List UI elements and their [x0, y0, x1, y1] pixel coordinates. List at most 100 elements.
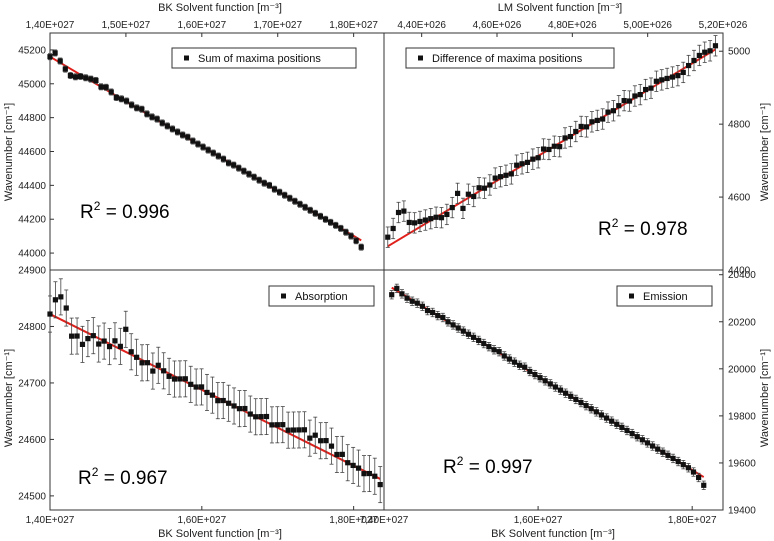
y-tick-label: 44400: [18, 181, 46, 192]
data-point: [266, 182, 272, 188]
r-squared-label: R2 = 0.996: [80, 199, 170, 223]
bottom-left-axis-title: BK Solvent function [m⁻³]: [158, 528, 282, 540]
data-point: [546, 146, 552, 153]
data-point: [605, 109, 611, 115]
data-point: [643, 86, 649, 93]
right-bottom-y-axis-title: Wavenumber [cm⁻¹]: [759, 349, 771, 447]
data-point: [644, 440, 651, 446]
data-point: [660, 449, 666, 455]
legend-box: [405, 47, 615, 69]
data-point: [609, 418, 615, 424]
data-point: [616, 103, 622, 109]
data-point: [522, 364, 528, 370]
data-point: [253, 414, 259, 420]
data-point: [372, 473, 378, 479]
r-squared-label: R2 = 0.997: [443, 454, 533, 478]
data-point: [573, 396, 579, 403]
data-point: [707, 48, 713, 54]
left-bottom-y-axis-title: Wavenumber [cm⁻¹]: [3, 349, 15, 447]
data-point: [634, 434, 640, 440]
data-point: [401, 208, 407, 214]
data-point: [624, 427, 630, 434]
data-point: [519, 161, 525, 167]
data-point: [312, 432, 318, 438]
data-point: [394, 285, 400, 291]
data-point: [637, 91, 643, 98]
data-point: [144, 360, 151, 366]
data-point: [690, 469, 697, 475]
data-point: [435, 312, 441, 319]
data-point: [242, 405, 248, 412]
panel-p4: 19400 19600 19800 20000 20200 20400 7,40E+027 1…: [360, 269, 756, 526]
data-point: [57, 58, 63, 64]
data-point: [648, 85, 654, 91]
data-point: [215, 153, 221, 159]
y-tick-label: 24700: [18, 378, 46, 389]
data-point: [594, 117, 600, 124]
data-point: [128, 349, 134, 355]
data-point: [680, 69, 686, 76]
top-left-axis-title: BK Solvent function [m⁻³]: [158, 2, 282, 14]
data-point: [399, 291, 405, 297]
data-point: [343, 229, 349, 235]
data-point: [552, 384, 558, 390]
data-point: [180, 132, 186, 138]
data-point: [112, 338, 118, 344]
y-tick-label: 19800: [728, 411, 756, 422]
data-point: [139, 360, 145, 366]
right-top-y-axis-title: Wavenumber [cm⁻¹]: [759, 103, 771, 201]
y-tick-label: 24900: [18, 266, 46, 277]
y-tick-label: 24600: [18, 435, 46, 446]
data-point: [47, 54, 53, 60]
data-point: [583, 124, 590, 130]
data-point: [106, 344, 113, 350]
data-point: [501, 353, 507, 359]
data-point: [578, 399, 584, 406]
x-tick-label: 4,40E+026: [397, 20, 446, 31]
data-point: [333, 222, 339, 228]
data-point: [610, 108, 616, 114]
data-point: [231, 403, 237, 409]
data-point: [712, 43, 719, 49]
data-point: [263, 413, 270, 420]
y-tick-label: 4400: [728, 266, 751, 277]
data-point: [487, 182, 493, 188]
x-tick-label: 1,60E+027: [177, 515, 226, 526]
data-point: [225, 160, 232, 166]
data-point: [90, 333, 96, 339]
data-point: [210, 150, 216, 156]
data-point: [492, 175, 498, 181]
data-point: [134, 354, 140, 360]
data-point: [302, 204, 308, 210]
data-point: [256, 177, 262, 183]
data-point: [285, 427, 291, 433]
data-point: [481, 185, 488, 191]
legend-marker: [281, 293, 286, 299]
legend-box: [616, 285, 713, 307]
data-point: [614, 421, 620, 427]
data-point: [444, 211, 450, 218]
y-tick-label: 4800: [728, 120, 751, 131]
y-tick-label: 24800: [18, 322, 46, 333]
data-point: [328, 443, 335, 449]
data-point: [524, 159, 531, 165]
data-point: [280, 422, 286, 428]
data-point: [317, 213, 324, 219]
legend-marker: [418, 55, 423, 61]
data-point: [366, 470, 372, 477]
data-point: [188, 381, 194, 387]
data-point: [655, 446, 661, 452]
data-point: [670, 455, 676, 462]
data-point: [220, 156, 227, 162]
data-point: [139, 106, 145, 112]
data-point: [567, 133, 574, 140]
data-point: [118, 96, 125, 102]
y-tick-label: 44000: [18, 249, 46, 260]
x-tick-label: 1,50E+027: [102, 20, 151, 31]
data-point: [669, 74, 676, 80]
y-tick-label: 19600: [728, 458, 756, 469]
data-point: [261, 180, 267, 186]
data-point: [578, 123, 584, 130]
data-point: [433, 214, 439, 220]
data-point: [63, 305, 69, 311]
